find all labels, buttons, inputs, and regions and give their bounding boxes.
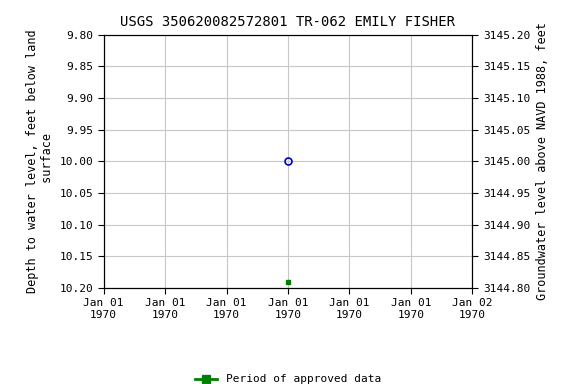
Y-axis label: Groundwater level above NAVD 1988, feet: Groundwater level above NAVD 1988, feet: [536, 22, 548, 300]
Y-axis label: Depth to water level, feet below land
 surface: Depth to water level, feet below land su…: [26, 30, 54, 293]
Title: USGS 350620082572801 TR-062 EMILY FISHER: USGS 350620082572801 TR-062 EMILY FISHER: [120, 15, 456, 29]
Legend: Period of approved data: Period of approved data: [191, 370, 385, 384]
